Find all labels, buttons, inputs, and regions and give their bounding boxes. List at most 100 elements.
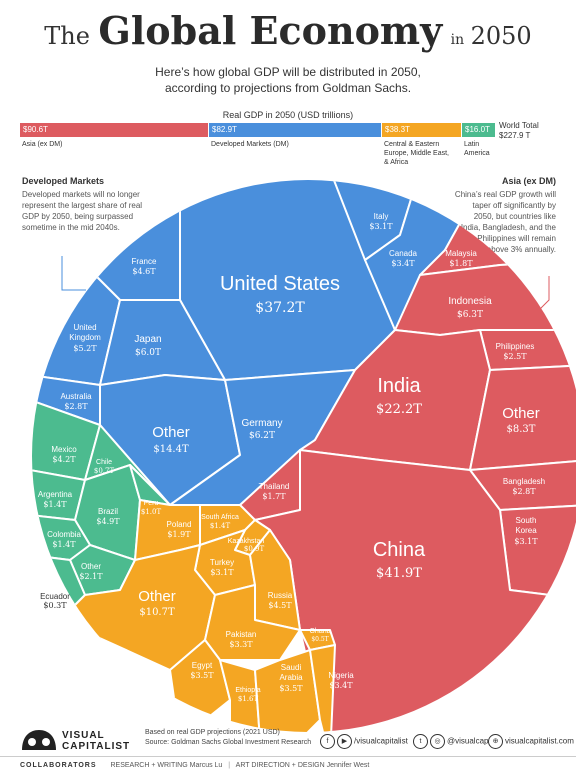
world-total: World Total $227.9 T bbox=[499, 121, 539, 141]
label-italy: Italy bbox=[374, 212, 389, 221]
value-ghana: $0.5T bbox=[311, 636, 328, 643]
source-line-2: Source: Goldman Sachs Global Investment … bbox=[145, 739, 312, 746]
value-australia: $2.8T bbox=[64, 402, 88, 411]
label-ethiopia: Ethiopia bbox=[235, 687, 260, 694]
cell-france bbox=[32, 180, 181, 301]
value-mexico: $4.2T bbox=[52, 455, 76, 464]
social-twitter-instagram[interactable]: t ◎ @visualcap bbox=[413, 734, 488, 749]
collaborators-label: COLLABORATORS bbox=[20, 762, 97, 769]
cell-asia-other bbox=[469, 364, 576, 471]
label-brazil: Brazil bbox=[98, 507, 118, 516]
value-ceemea-other: $10.7T bbox=[139, 607, 175, 618]
twitter-icon[interactable]: t bbox=[413, 734, 428, 749]
dm-note-line: represent the largest share of real bbox=[22, 201, 143, 210]
dm-pointer-line bbox=[61, 256, 86, 291]
value-ecuador: $0.3T bbox=[43, 601, 67, 610]
value-saudi-arabia: $3.5T bbox=[279, 684, 303, 693]
label-bangladesh: Bangladesh bbox=[503, 477, 545, 486]
label-mexico: Mexico bbox=[51, 445, 77, 454]
label-india: India bbox=[377, 375, 421, 397]
logo-icon bbox=[22, 730, 56, 750]
instagram-icon[interactable]: ◎ bbox=[430, 734, 445, 749]
dm-note-line: sometime in the mid 2040s. bbox=[22, 223, 120, 232]
value-france: $4.6T bbox=[132, 267, 156, 276]
value-dm-other: $14.4T bbox=[153, 444, 189, 455]
value-chile: $0.7T bbox=[94, 467, 115, 475]
value-kazakhstan: $0.9T bbox=[244, 545, 265, 553]
label-united-states: United States bbox=[220, 273, 340, 295]
value-poland: $1.9T bbox=[167, 530, 191, 539]
value-latam-other: $2.1T bbox=[79, 572, 103, 581]
dm-note-title: Developed Markets bbox=[22, 176, 105, 186]
research-label: RESEARCH + WRITING bbox=[110, 762, 188, 769]
value-south-africa: $1.4T bbox=[210, 522, 231, 530]
value-japan: $6.0T bbox=[135, 348, 161, 358]
label-ghana: Ghana bbox=[309, 628, 330, 635]
youtube-icon[interactable]: ▶ bbox=[337, 734, 352, 749]
source-note: Based on real GDP projections (2021 USD)… bbox=[145, 728, 311, 748]
asia-note-line: Philippines will remain bbox=[477, 234, 556, 243]
title-in: in bbox=[450, 32, 465, 48]
bar-segment-dm: $82.9T bbox=[209, 123, 381, 137]
value-turkey: $3.1T bbox=[210, 568, 234, 577]
label-south-korea-2: Korea bbox=[515, 526, 537, 535]
label-indonesia: Indonesia bbox=[448, 296, 492, 307]
value-germany: $6.2T bbox=[249, 431, 275, 441]
bar-label-latam: Latin America bbox=[464, 140, 490, 158]
bar-segment-ceemea: $38.3T bbox=[382, 123, 461, 137]
value-asia-other: $8.3T bbox=[507, 424, 536, 435]
subtitle-line-1: Here’s how global GDP will be distribute… bbox=[155, 65, 421, 79]
label-turkey: Turkey bbox=[210, 558, 234, 567]
value-south-korea: $3.1T bbox=[514, 537, 538, 546]
value-united-states: $37.2T bbox=[255, 300, 305, 316]
bar-label-latam-2: America bbox=[464, 150, 490, 157]
bar-label-dm: Developed Markets (DM) bbox=[211, 141, 289, 148]
label-australia: Australia bbox=[60, 392, 92, 401]
label-saudi-arabia-2: Arabia bbox=[279, 673, 303, 682]
value-italy: $3.1T bbox=[369, 222, 393, 231]
title-main: Global Economy bbox=[98, 8, 443, 53]
logo-line-2: CAPITALIST bbox=[62, 741, 131, 752]
value-peru: $1.0T bbox=[141, 508, 162, 516]
label-kazakhstan: Kazakhstan bbox=[228, 538, 265, 545]
source-line-1: Based on real GDP projections (2021 USD) bbox=[145, 729, 280, 736]
collaborators-line: COLLABORATORS RESEARCH + WRITING Marcus … bbox=[20, 762, 370, 769]
label-chile: Chile bbox=[96, 459, 112, 466]
label-ceemea-other: Other bbox=[138, 588, 176, 605]
social-facebook-youtube[interactable]: f ▶/visualcapitalist bbox=[320, 734, 408, 749]
value-china: $41.9T bbox=[376, 566, 422, 581]
label-france: France bbox=[132, 257, 157, 266]
label-united-kingdom-2: Kingdom bbox=[69, 333, 101, 342]
asia-note-line: above 3% annually. bbox=[486, 245, 556, 254]
value-united-kingdom: $5.2T bbox=[73, 344, 97, 353]
title-pre: The bbox=[44, 22, 90, 50]
value-russia: $4.5T bbox=[268, 601, 292, 610]
footer-divider bbox=[0, 756, 576, 757]
website-link[interactable]: ⊕ visualcapitalist.com bbox=[488, 734, 574, 749]
facebook-icon[interactable]: f bbox=[320, 734, 335, 749]
social-handle-1: /visualcapitalist bbox=[354, 736, 408, 746]
bar-label-ceemea-2: Europe, Middle East, bbox=[384, 150, 449, 157]
asia-note-line: taper off significantly by bbox=[472, 201, 556, 210]
bar-label-ceemea: Central & Eastern Europe, Middle East, &… bbox=[384, 140, 449, 167]
title-year: 2050 bbox=[470, 22, 532, 50]
cell-ethiopia bbox=[219, 659, 261, 732]
value-pakistan: $3.3T bbox=[229, 640, 253, 649]
website-text[interactable]: visualcapitalist.com bbox=[505, 736, 574, 746]
bar-label-ceemea-1: Central & Eastern bbox=[384, 141, 440, 148]
bar-label-ceemea-3: & Africa bbox=[384, 159, 409, 166]
art-name: Jennifer West bbox=[326, 762, 370, 769]
label-asia-other: Other bbox=[502, 405, 540, 422]
label-argentina: Argentina bbox=[38, 490, 73, 499]
label-ecuador: Ecuador bbox=[40, 592, 70, 601]
value-nigeria: $3.4T bbox=[329, 681, 353, 690]
label-south-korea-1: South bbox=[516, 516, 537, 525]
bar-label-latam-1: Latin bbox=[464, 141, 480, 148]
social-handle-2: @visualcap bbox=[447, 736, 489, 746]
research-name: Marcus Lu bbox=[189, 762, 223, 769]
bar-segment-asia: $90.6T bbox=[20, 123, 208, 137]
label-latam-other: Other bbox=[81, 562, 101, 571]
label-colombia: Colombia bbox=[47, 530, 81, 539]
value-thailand: $1.7T bbox=[262, 492, 286, 501]
